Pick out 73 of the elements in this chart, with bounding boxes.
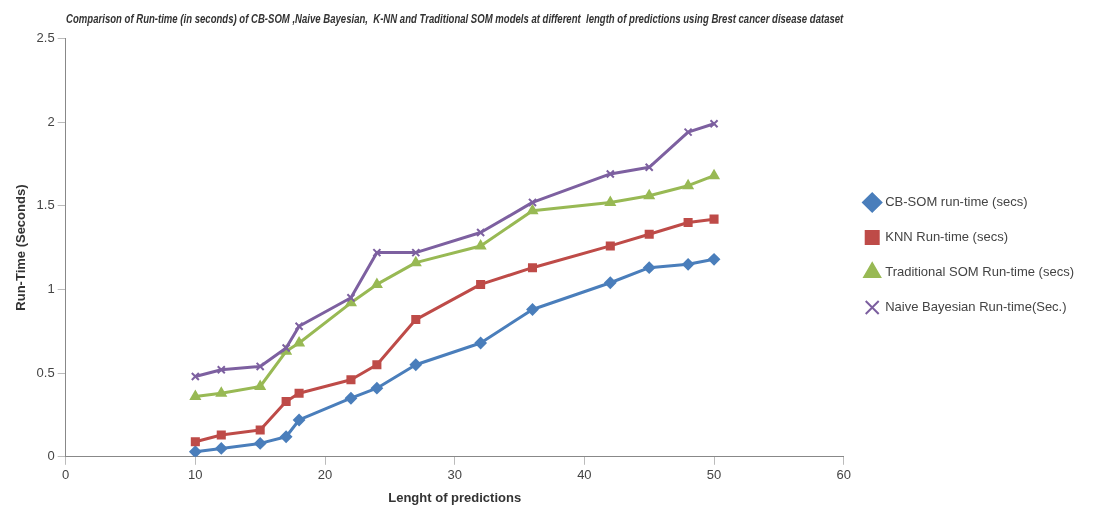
point	[644, 229, 654, 239]
point	[372, 248, 382, 258]
x-tick-label: 60	[836, 467, 851, 483]
y-tick-label: 1.5	[36, 197, 55, 213]
point	[605, 169, 615, 179]
point	[476, 228, 486, 238]
x-tick-label: 0	[62, 467, 70, 483]
point	[709, 214, 719, 224]
y-tick-label: 0	[47, 448, 55, 464]
point	[294, 321, 304, 331]
point	[527, 263, 538, 273]
point	[474, 337, 487, 349]
point	[683, 127, 693, 137]
x-tick-label: 30	[447, 467, 462, 483]
point	[346, 375, 356, 385]
point	[605, 241, 615, 251]
point	[643, 189, 655, 200]
point	[216, 365, 226, 375]
point	[527, 204, 538, 215]
legend-label: Naive Bayesian Run-time(Sec.)	[885, 299, 1067, 315]
point	[682, 258, 695, 271]
point	[643, 261, 656, 274]
point	[254, 437, 267, 450]
legend-label: Traditional SOM Run-time (secs)	[885, 264, 1075, 280]
x-tick-label: 20	[317, 467, 333, 483]
point	[411, 248, 421, 258]
y-axis-title: Run-Time (Seconds)	[13, 184, 29, 311]
legend-label: CB-SOM run-time (secs)	[885, 194, 1028, 210]
point	[409, 358, 422, 371]
point	[371, 278, 383, 288]
point	[683, 217, 693, 228]
point	[682, 179, 694, 190]
legend-label: KNN Run-time (secs)	[885, 229, 1009, 245]
point	[189, 445, 202, 457]
point	[410, 256, 422, 267]
point	[475, 239, 486, 250]
x-axis-title: Lenght of predictions	[388, 489, 522, 505]
point	[372, 360, 382, 370]
x-tick-label: 40	[577, 467, 592, 483]
y-tick-label: 0.5	[36, 364, 55, 380]
point	[604, 276, 617, 289]
x-tick-label: 10	[188, 467, 203, 483]
point	[280, 430, 293, 443]
point	[281, 397, 291, 407]
point	[604, 196, 616, 206]
y-tick-label: 2	[47, 113, 55, 129]
point	[255, 425, 265, 435]
point	[190, 437, 200, 447]
point	[215, 442, 228, 455]
point	[476, 279, 486, 289]
point	[294, 388, 304, 398]
point	[190, 390, 201, 401]
point	[346, 293, 356, 303]
point	[527, 197, 538, 207]
point	[526, 303, 539, 316]
point	[255, 361, 265, 371]
point	[709, 119, 719, 129]
point	[708, 169, 720, 180]
point	[644, 162, 654, 172]
point	[190, 371, 200, 381]
point	[215, 387, 227, 397]
point	[254, 380, 266, 391]
point	[411, 315, 421, 325]
point	[370, 382, 383, 395]
point	[344, 392, 357, 405]
x-tick-label: 50	[706, 467, 722, 483]
y-tick-label: 2.5	[36, 29, 55, 45]
point	[293, 337, 305, 347]
point	[216, 430, 226, 440]
point	[708, 253, 721, 266]
chart-title: Comparison of Run-time (in seconds) of CB-SOM ,Naive Bayesian, K-NN and Traditional SOM models at different length of predictions using Brest cancer disease dataset	[66, 11, 844, 25]
y-tick-label: 1	[47, 281, 55, 297]
point	[293, 413, 306, 426]
